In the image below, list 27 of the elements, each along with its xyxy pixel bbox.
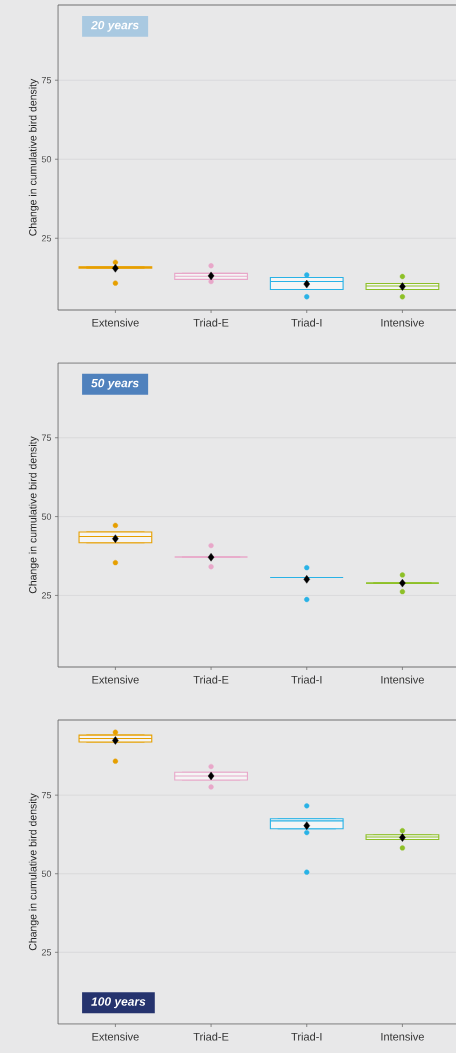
x-tick-label: Intensive — [381, 675, 424, 684]
x-tick-label: Triad-E — [193, 675, 229, 684]
y-tick-label: 75 — [41, 77, 51, 84]
y-axis-title: Change in cumulative bird density — [28, 793, 39, 951]
x-tick-label: Intensive — [381, 318, 424, 327]
x-tick-label: Extensive — [92, 675, 139, 684]
y-tick-label: 50 — [41, 513, 51, 520]
x-tick-label: Triad-E — [193, 1032, 229, 1041]
y-axis-title: Change in cumulative bird density — [28, 78, 39, 236]
annotation: 20 years — [90, 20, 139, 32]
y-tick-label: 50 — [41, 870, 51, 877]
x-tick-label: Triad-E — [193, 318, 229, 327]
annotation: 100 years — [91, 997, 146, 1009]
y-tick-label: 25 — [41, 592, 51, 599]
y-tick-label: 25 — [41, 949, 51, 956]
x-tick-label: Extensive — [92, 318, 139, 327]
y-tick-label: 75 — [41, 792, 51, 799]
y-tick-label: 75 — [41, 434, 51, 441]
x-tick-label: Triad-I — [291, 675, 322, 684]
x-tick-label: Triad-I — [291, 318, 322, 327]
y-tick-label: 25 — [41, 235, 51, 242]
annotation: 50 years — [90, 378, 139, 390]
x-tick-label: Intensive — [381, 1032, 424, 1041]
y-tick-label: 50 — [41, 156, 51, 163]
y-axis-title: Change in cumulative bird density — [28, 436, 39, 594]
x-tick-label: Extensive — [92, 1032, 139, 1041]
x-tick-label: Triad-I — [291, 1032, 322, 1041]
